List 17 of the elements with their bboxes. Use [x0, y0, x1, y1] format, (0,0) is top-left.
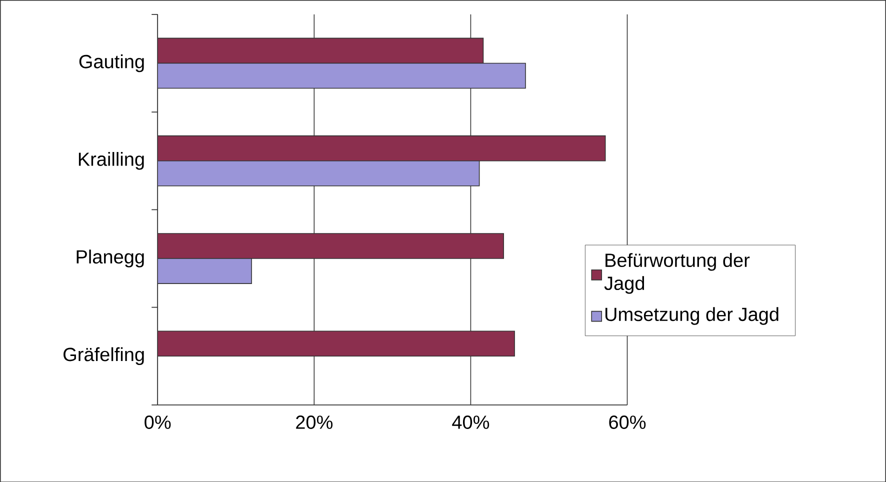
bar — [158, 62, 526, 88]
x-tick-label: 20% — [296, 415, 333, 429]
bar — [158, 258, 252, 284]
y-tick-label: Gauting — [79, 54, 144, 72]
bar — [158, 38, 484, 64]
x-tick-label: 0% — [144, 415, 171, 429]
x-tick-label: 40% — [452, 415, 490, 429]
y-tick-label: Gräfelfing — [64, 347, 144, 365]
x-tick-label: 60% — [609, 415, 646, 429]
bar — [158, 135, 606, 162]
bar — [158, 160, 480, 186]
y-tick-label: Planegg — [76, 249, 144, 268]
bar — [158, 232, 504, 259]
legend-label: Umsetzung der Jagd — [605, 306, 778, 325]
bar — [158, 330, 515, 356]
legend-label: Befürwortung der Jagd — [604, 252, 750, 294]
y-tick-label: Krailling — [78, 152, 144, 170]
